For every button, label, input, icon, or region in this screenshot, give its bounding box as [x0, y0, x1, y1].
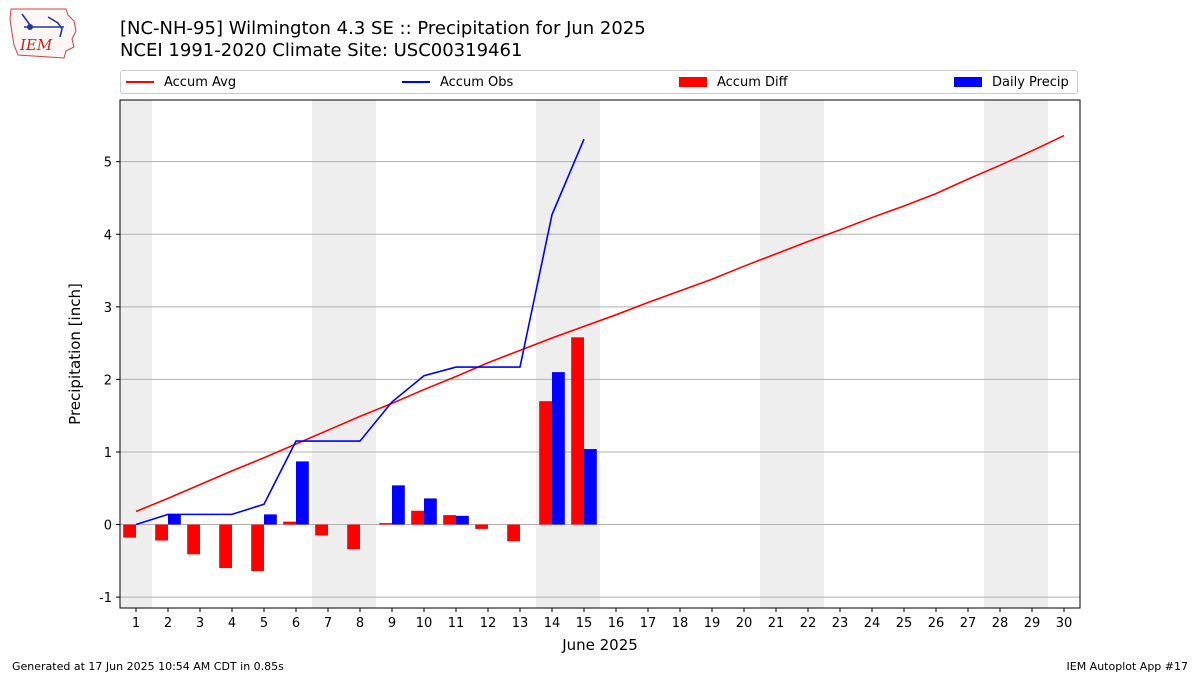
- x-tick-label: 15: [576, 616, 593, 631]
- daily-precip-bar: [552, 372, 565, 525]
- y-tick-label: 0: [104, 519, 112, 534]
- accum-diff-bar: [283, 521, 296, 525]
- x-tick-label: 27: [960, 616, 977, 631]
- x-tick-label: 7: [324, 616, 332, 631]
- accum-obs-line: [135, 138, 585, 526]
- weekend-shade: [760, 100, 824, 608]
- app-footer: IEM Autoplot App #17: [1066, 660, 1189, 673]
- iem-logo-text: IEM: [19, 36, 53, 54]
- accum-avg-line: [135, 134, 1065, 513]
- x-tick-label: 24: [864, 616, 881, 631]
- accum-diff-bar: [187, 524, 200, 555]
- accum-diff-bar: [379, 523, 392, 525]
- accum-diff-bar: [443, 515, 456, 525]
- accum-diff-bar: [539, 401, 552, 525]
- legend-accum-avg: Accum Avg: [126, 71, 236, 93]
- weekend-shade: [312, 100, 376, 608]
- weekend-shade: [120, 100, 152, 608]
- y-tick-label: 1: [104, 446, 112, 461]
- y-tick-label: 3: [104, 301, 112, 316]
- y-axis-label: Precipitation [inch]: [66, 283, 84, 425]
- x-tick-label: 21: [768, 616, 785, 631]
- x-tick-label: 4: [228, 616, 236, 631]
- axes-frame: [119, 99, 1081, 609]
- iem-logo: IEM: [9, 8, 77, 59]
- x-tick-label: 25: [896, 616, 913, 631]
- chart-subtitle: NCEI 1991-2020 Climate Site: USC00319461: [120, 40, 523, 61]
- x-tick-label: 14: [544, 616, 561, 631]
- x-tick-label: 16: [608, 616, 625, 631]
- legend-label: Accum Avg: [164, 74, 237, 90]
- daily-precip-bar: [296, 461, 309, 525]
- x-tick-label: 8: [356, 616, 364, 631]
- accum-diff-bar: [347, 524, 360, 550]
- x-axis-label: June 2025: [561, 636, 638, 654]
- x-tick-label: 19: [704, 616, 721, 631]
- accum-diff-bar: [123, 524, 136, 538]
- legend-label: Accum Diff: [717, 74, 788, 90]
- weekend-shade: [984, 100, 1048, 608]
- x-tick-label: 5: [260, 616, 268, 631]
- x-tick-label: 23: [832, 616, 849, 631]
- y-tick-label: 5: [104, 156, 112, 171]
- accum-diff-bar: [411, 510, 424, 525]
- daily-precip-bar: [584, 449, 597, 525]
- legend-daily-precip: Daily Precip: [954, 71, 1069, 93]
- accum-diff-bar: [155, 524, 168, 541]
- legend-patch-swatch: [954, 77, 982, 87]
- legend-line-swatch: [402, 81, 430, 83]
- legend-patch-swatch: [679, 77, 707, 87]
- x-tick-label: 28: [992, 616, 1009, 631]
- accum-diff-bar: [571, 337, 584, 525]
- accum-diff-bar: [251, 524, 264, 571]
- x-tick-label: 1: [132, 616, 140, 631]
- daily-precip-bar: [424, 498, 437, 525]
- daily-precip-bar: [264, 514, 277, 525]
- x-tick-label: 6: [292, 616, 300, 631]
- chart-title: [NC-NH-95] Wilmington 4.3 SE :: Precipit…: [120, 18, 646, 39]
- daily-precip-bar: [168, 514, 181, 525]
- x-tick-label: 22: [800, 616, 817, 631]
- x-tick-label: 12: [480, 616, 497, 631]
- x-tick-label: 29: [1024, 616, 1041, 631]
- x-tick-label: 20: [736, 616, 753, 631]
- accum-diff-bar: [507, 524, 520, 542]
- accum-diff-bar: [219, 524, 232, 569]
- accum-diff-bar: [475, 524, 488, 529]
- daily-precip-bar: [456, 515, 469, 525]
- legend-accum-obs: Accum Obs: [402, 71, 513, 93]
- y-tick-label: 2: [104, 373, 112, 388]
- legend-line-swatch: [126, 81, 154, 83]
- x-tick-label: 18: [672, 616, 689, 631]
- legend-label: Accum Obs: [440, 74, 514, 90]
- x-tick-label: 11: [448, 616, 465, 631]
- x-tick-label: 2: [164, 616, 172, 631]
- x-tick-label: 26: [928, 616, 945, 631]
- legend-label: Daily Precip: [992, 74, 1069, 90]
- x-tick-label: 30: [1056, 616, 1073, 631]
- generated-footer: Generated at 17 Jun 2025 10:54 AM CDT in…: [12, 660, 284, 673]
- legend-accum-diff: Accum Diff: [679, 71, 788, 93]
- chart-legend: Accum Avg Accum Obs Accum Diff Daily Pre…: [120, 70, 1078, 94]
- x-tick-label: 3: [196, 616, 204, 631]
- accum-diff-bar: [315, 524, 328, 536]
- daily-precip-bar: [392, 485, 405, 525]
- x-tick-label: 13: [512, 616, 529, 631]
- y-tick-label: 4: [104, 228, 112, 243]
- x-tick-label: 9: [388, 616, 396, 631]
- x-tick-label: 17: [640, 616, 657, 631]
- x-tick-label: 10: [416, 616, 433, 631]
- y-tick-label: -1: [99, 591, 112, 606]
